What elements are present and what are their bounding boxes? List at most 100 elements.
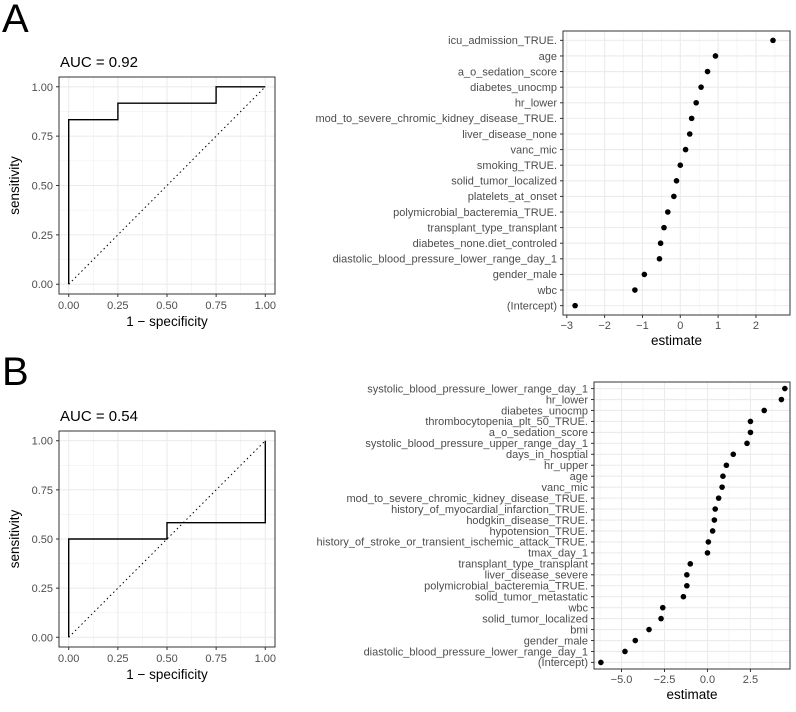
coef-a-point: [632, 287, 638, 293]
coef-b-point: [687, 561, 694, 567]
coef-b-category-label: liver_disease_severe: [485, 570, 588, 582]
roc-a-title: AUC = 0.92: [60, 54, 138, 71]
panel-letter-a: A: [2, 0, 29, 41]
coef-a-category-label: hr_lower: [515, 98, 558, 110]
coef-b-x-tick-label: −2.5: [654, 674, 676, 686]
coef-b-point: [712, 506, 719, 512]
coef-b-category-label: mod_to_severe_chromic_kidney_disease_TRU…: [346, 493, 588, 505]
coef-b-point: [632, 637, 639, 644]
coef-a-x-tick-label: −3: [561, 320, 574, 332]
coef-b-x-axis-title: estimate: [666, 687, 717, 702]
roc-b-y-axis-title: sensitivity: [7, 509, 22, 568]
roc-a-y-tick-label: 0.00: [32, 279, 53, 291]
coef-b-point: [720, 473, 726, 480]
roc-b-x-axis-title: 1 − specificity: [126, 667, 208, 682]
coef-b-category-label: polymicrobial_bacteremia_TRUE.: [424, 581, 588, 593]
coef-b-point: [704, 550, 711, 556]
coef-b-point: [715, 495, 722, 501]
coef-b-category-label: systolic_blood_pressure_upper_range_day_…: [365, 438, 588, 450]
coef-a-point: [656, 256, 663, 262]
coef-b-category-label: solid_tumor_metastatic: [475, 592, 589, 604]
roc-a-y-tick-label: 0.25: [32, 230, 53, 242]
roc-a-x-tick-label: 0.50: [156, 300, 177, 312]
coef-b-point: [711, 517, 718, 523]
coef-a-point: [682, 146, 689, 153]
roc-a-y-tick-label: 1.00: [32, 82, 53, 94]
coef-a-point: [712, 53, 719, 59]
roc-b-y-tick-label: 1.00: [32, 436, 53, 448]
coef-a-category-label: icu_admission_TRUE.: [448, 35, 557, 47]
coef-a-x-tick-label: −2: [598, 320, 611, 332]
roc-chart-a: 0.00 0.00 0.25 0.25 0.50 0.50 0.75 0.75 1.00 1.00…: [7, 76, 276, 329]
coef-a-point: [671, 193, 677, 200]
coef-b-category-label: hr_lower: [546, 394, 589, 406]
roc-b-x-tick-label: 1.00: [255, 653, 276, 665]
coef-b-panel-bg: [594, 382, 790, 669]
coef-a-category-label: mod_to_severe_chromic_kidney_disease_TRU…: [315, 113, 557, 125]
coef-b-point: [730, 451, 737, 458]
coef-a-point: [641, 271, 648, 278]
roc-b-x-tick-label: 0.25: [107, 653, 128, 665]
coef-b-category-label: history_of_myocardial_infarction_TRUE.: [391, 504, 588, 516]
coef-a-category-label: vanc_mic: [511, 144, 558, 156]
coef-b-category-label: transplant_type_transplant: [458, 559, 588, 571]
roc-b-curve: [67, 440, 266, 638]
coef-a-point: [704, 68, 711, 75]
coef-b-category-label: vanc_mic: [542, 482, 589, 494]
roc-b-x-tick-label: 0.50: [156, 653, 177, 665]
coef-a-point: [661, 224, 667, 231]
roc-a-x-tick-label: 1.00: [255, 300, 276, 312]
coef-a-point: [664, 209, 671, 215]
coef-b-category-label: gender_male: [524, 635, 588, 647]
coef-a-category-label: liver_disease_none: [462, 129, 557, 141]
coef-b-category-label: wbc: [567, 602, 588, 614]
coef-b-point: [761, 407, 768, 414]
coef-a-point: [572, 302, 578, 309]
panel-letter-b: B: [2, 350, 29, 394]
coef-a-point: [657, 240, 664, 247]
coef-b-point: [684, 571, 690, 578]
roc-b-y-tick-label: 0.25: [32, 583, 53, 595]
coef-b-category-label: hypotension_TRUE.: [490, 526, 588, 538]
roc-a-x-tick-label: 0.25: [107, 300, 128, 312]
coef-b-category-label: solid_tumor_localized: [482, 613, 588, 625]
coef-a-category-label: diastolic_blood_pressure_lower_range_day…: [333, 254, 557, 266]
coef-b-point: [598, 659, 604, 666]
coef-a-x-tick-label: −1: [636, 320, 649, 332]
coef-b-x-tick-label: 0.0: [700, 674, 715, 686]
coef-a-category-label: diabetes_unocmp: [470, 82, 557, 94]
coef-a-panel-border: [562, 30, 791, 316]
coef-b-x-tick-label: 2.5: [743, 674, 758, 686]
roc-a-curve: [67, 86, 266, 285]
coef-b-point: [622, 648, 628, 655]
coef-b-category-label: thrombocytopenia_plt_50_TRUE.: [425, 416, 588, 428]
coef-a-category-label: transplant_type_transplant: [427, 222, 557, 234]
coef-b-category-label: days_in_hosptial: [506, 449, 588, 461]
roc-a-x-axis-title: 1 − specificity: [126, 314, 208, 329]
roc-a-panel-border: [58, 76, 276, 295]
coef-b-category-label: tmax_day_1: [528, 548, 588, 560]
coef-a-point: [688, 115, 695, 122]
coef-b-point: [723, 462, 730, 469]
roc-b-y-tick-label: 0.75: [32, 485, 53, 497]
roc-a-y-axis-title: sensitivity: [7, 156, 22, 215]
coef-a-x-tick-label: 0: [677, 320, 683, 332]
coef-a-category-label: a_o_sedation_score: [458, 66, 557, 78]
coef-b-point: [782, 385, 788, 392]
coef-b-category-label: a_o_sedation_score: [489, 427, 588, 439]
roc-a-y-tick-label: 0.75: [32, 131, 53, 143]
roc-a-diagonal-line: [68, 86, 266, 285]
coef-a-point: [677, 162, 684, 168]
coef-a-panel-bg: [563, 31, 790, 315]
coef-b-x-tick-label: −5.0: [611, 674, 633, 686]
coef-a-category-label: polymicrobial_bacteremia_TRUE.: [393, 207, 557, 219]
roc-b-x-tick-label: 0.00: [58, 653, 79, 665]
coef-a-point: [673, 178, 680, 184]
coef-a-category-label: age: [539, 51, 557, 63]
coef-a-category-label: (Intercept): [507, 300, 557, 312]
coef-b-point: [659, 604, 666, 611]
coef-a-category-label: platelets_at_onset: [468, 191, 557, 203]
roc-b-y-tick-label: 0.00: [32, 632, 53, 644]
coef-a-category-label: solid_tumor_localized: [451, 176, 557, 188]
coef-b-point: [684, 582, 690, 589]
